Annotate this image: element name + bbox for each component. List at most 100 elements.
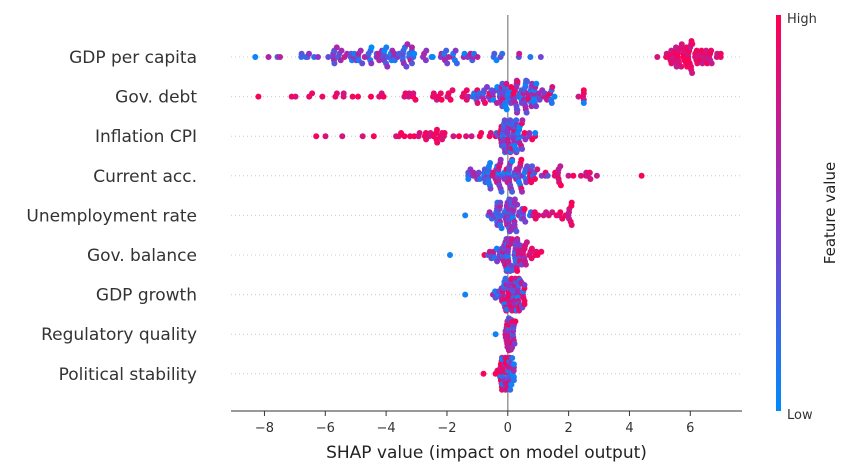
shap-point: [462, 212, 469, 219]
shap-point: [587, 176, 594, 182]
feature-label: Unemployment rate: [26, 206, 197, 226]
shap-point: [533, 103, 540, 110]
feature-labels: GDP per capita Gov. debt Inflation CPI Curr…: [26, 48, 197, 385]
shap-point: [514, 78, 521, 85]
feature-label: GDP growth: [96, 286, 197, 306]
shap-point: [252, 54, 259, 60]
shap-point: [463, 87, 470, 94]
feature-label: Regulatory quality: [41, 325, 197, 345]
shap-point: [434, 126, 440, 133]
shap-point: [480, 370, 487, 377]
shap-point: [533, 80, 540, 87]
shap-point: [339, 133, 346, 140]
shap-point: [532, 130, 539, 136]
shap-point: [298, 50, 305, 57]
shap-point: [511, 196, 518, 203]
shap-point: [557, 182, 564, 189]
shap-point: [521, 301, 528, 308]
shap-point: [538, 248, 545, 255]
shap-point: [265, 54, 272, 60]
shap-point: [509, 188, 516, 195]
shap-point: [678, 41, 685, 48]
shap-point: [309, 90, 316, 97]
shap-point: [465, 93, 472, 100]
shap-point: [333, 90, 340, 97]
shap-point: [476, 176, 483, 182]
shap-point: [452, 47, 459, 54]
shap-point: [549, 84, 556, 90]
feature-label: Gov. balance: [87, 246, 197, 266]
colorbar-low-label: Low: [787, 408, 813, 423]
shap-point: [575, 93, 582, 100]
shap-point: [593, 172, 600, 179]
shap-point: [359, 60, 366, 67]
shap-point: [522, 261, 529, 268]
shap-point: [453, 60, 460, 67]
shap-point: [384, 63, 391, 70]
shap-point: [534, 166, 541, 173]
shap-point: [313, 133, 320, 140]
shap-point: [689, 41, 696, 47]
shap-point: [493, 57, 500, 64]
shap-point: [447, 96, 454, 103]
shap-point: [514, 201, 521, 208]
shap-point: [322, 133, 329, 140]
shap-point: [498, 225, 505, 232]
shap-point: [416, 130, 423, 136]
shap-point: [528, 245, 535, 252]
shap-point: [507, 386, 514, 393]
shap-point: [519, 188, 525, 195]
shap-point: [497, 156, 504, 163]
shap-point: [441, 130, 448, 136]
shap-point: [482, 100, 488, 106]
shap-point: [357, 47, 364, 54]
shap-point: [380, 93, 387, 100]
shap-point: [514, 147, 521, 154]
shap-point: [503, 80, 510, 87]
shap-point: [487, 130, 494, 136]
shap-point: [487, 185, 494, 192]
shap-point: [478, 130, 485, 136]
shap-point: [526, 130, 533, 136]
shap-point: [522, 218, 529, 225]
shap-point: [465, 176, 472, 182]
shap-point: [510, 361, 517, 368]
shap-point: [519, 146, 526, 152]
shap-point: [551, 93, 558, 100]
shap-point: [434, 139, 441, 146]
shap-point: [708, 60, 715, 67]
shap-point: [519, 117, 526, 124]
shap-point: [529, 163, 536, 170]
shap-point: [503, 106, 510, 113]
shap-point: [513, 228, 520, 235]
shap-point: [491, 50, 498, 57]
shap-point: [499, 50, 506, 57]
shap-point: [512, 318, 519, 325]
x-tick-label: 0: [504, 421, 512, 436]
shap-point: [509, 236, 516, 243]
shap-point: [315, 54, 321, 60]
shap-point: [638, 172, 645, 179]
shap-point: [549, 209, 556, 216]
feature-label: GDP per capita: [69, 48, 197, 68]
colorbar: High Low Feature value: [776, 12, 839, 423]
colorbar-title: Feature value: [821, 162, 839, 264]
shap-point: [708, 47, 715, 54]
shap-point: [325, 54, 332, 60]
shap-point: [422, 57, 429, 64]
shap-point: [423, 47, 430, 54]
x-tick-label: −4: [377, 421, 396, 436]
shap-point: [578, 172, 584, 179]
shap-point: [430, 90, 437, 97]
shap-point: [412, 96, 419, 103]
shap-point: [568, 199, 575, 206]
shap-point: [383, 44, 390, 51]
shap-point: [463, 133, 470, 140]
shap-point: [523, 179, 530, 186]
shap-point: [475, 169, 482, 176]
shap-point: [487, 160, 494, 166]
shap-point: [523, 239, 530, 246]
shap-point: [544, 172, 551, 179]
shap-point: [333, 44, 340, 51]
